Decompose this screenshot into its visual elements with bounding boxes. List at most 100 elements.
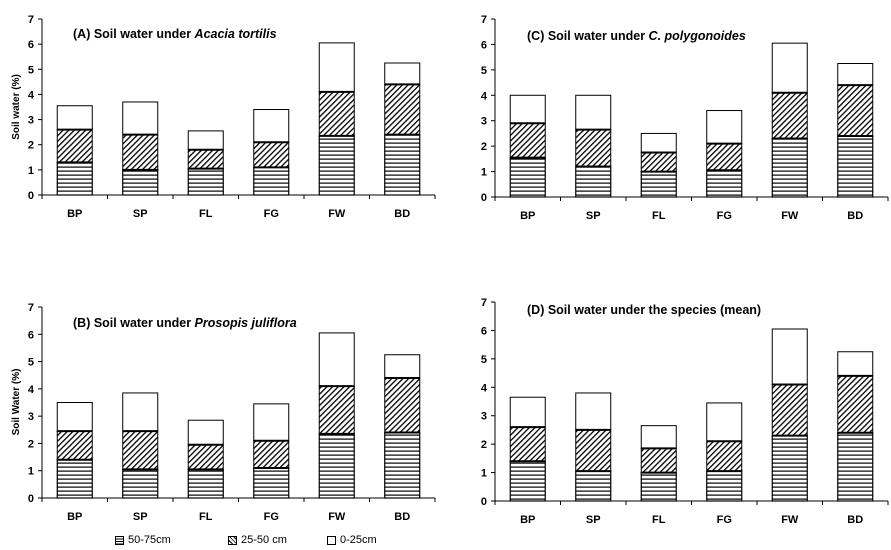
chart-panel: 0 1 2 3 4 5 6 7 Soil Water (%) (B) Soil water und… — [11, 302, 436, 523]
x-tick-label: SP — [586, 210, 601, 222]
y-tick-label: 2 — [28, 140, 34, 152]
y-tick-label: 3 — [28, 411, 34, 423]
y-tick-label: 1 — [481, 468, 487, 480]
y-tick-label: 3 — [28, 115, 34, 127]
bar-segment — [706, 440, 743, 472]
x-tick-label: FW — [781, 210, 799, 222]
x-tick-label: SP — [586, 514, 601, 526]
bar-segment — [771, 92, 808, 140]
bar-segment — [122, 169, 159, 196]
bar-segment — [56, 430, 93, 461]
bar-segment — [187, 168, 224, 196]
bar-segment — [384, 83, 421, 136]
bar-segment — [771, 435, 808, 502]
bar-segment — [318, 42, 355, 93]
bar-segment — [509, 94, 546, 124]
y-axis-label: Soil Water (%) — [11, 369, 22, 436]
y-tick-label: 6 — [481, 325, 487, 337]
x-tick-label: FL — [199, 511, 213, 523]
bar-segment — [771, 137, 808, 198]
legend: 50-75cm 25-50 cm 0-25cm — [0, 532, 891, 550]
bar-segment — [318, 385, 355, 435]
y-tick-label: 3 — [481, 411, 487, 423]
chart-panel: 0 1 2 3 4 5 6 7 (D) Soil water under the species… — [481, 297, 889, 526]
y-tick-label: 0 — [28, 493, 34, 505]
x-tick-label: FL — [652, 514, 666, 526]
bar-segment — [575, 392, 612, 431]
bar-segment — [384, 431, 421, 499]
legend-label: 0-25cm — [340, 534, 377, 546]
y-tick-label: 0 — [28, 190, 34, 202]
panel-title: (D) Soil water under the species (mean) — [527, 303, 761, 317]
x-tick-label: FL — [199, 208, 213, 220]
bar-segment — [122, 468, 159, 499]
y-tick-label: 4 — [481, 90, 488, 102]
y-tick-label: 6 — [28, 39, 34, 51]
y-axis-label: Soil water (%) — [11, 74, 22, 140]
bar-segment — [384, 354, 421, 379]
y-tick-label: 2 — [28, 438, 34, 450]
panel-title: (C) Soil water under C. polygonoides — [527, 29, 746, 43]
y-tick-label: 7 — [28, 14, 34, 26]
bar-segment — [318, 433, 355, 499]
bar-segment — [56, 129, 93, 163]
bar-segment — [318, 332, 355, 387]
bar-segment — [771, 383, 808, 437]
x-tick-label: FW — [328, 208, 346, 220]
bar-segment — [771, 328, 808, 385]
bar-segment — [640, 471, 677, 502]
bar-segment — [187, 149, 224, 170]
bar-segment — [706, 143, 743, 171]
y-tick-label: 6 — [28, 329, 34, 341]
bar-segment — [706, 402, 743, 442]
bar-segment — [706, 110, 743, 145]
y-tick-label: 2 — [481, 141, 487, 153]
legend-swatch-white — [327, 535, 336, 545]
bar-segment — [575, 429, 612, 472]
bar-segment — [575, 129, 612, 167]
y-tick-label: 7 — [481, 14, 487, 26]
x-tick-label: BD — [394, 208, 410, 220]
bar-segment — [509, 396, 546, 428]
x-tick-label: FW — [328, 511, 346, 523]
x-tick-label: BD — [847, 514, 863, 526]
x-tick-label: FG — [717, 514, 732, 526]
x-tick-label: BP — [520, 210, 535, 222]
bar-segment — [122, 392, 159, 432]
bar-segment — [253, 467, 290, 499]
legend-label: 50-75cm — [128, 534, 171, 546]
x-tick-label: FW — [781, 514, 799, 526]
bar-segment — [187, 468, 224, 499]
panel-title: (B) Soil water under Prosopis juliflora — [73, 316, 297, 330]
bar-segment — [384, 377, 421, 434]
bar-segment — [384, 134, 421, 196]
bar-segment — [837, 375, 874, 434]
legend-item-50-75cm: 50-75cm — [115, 532, 171, 548]
y-tick-label: 5 — [28, 357, 34, 369]
bar-segment — [56, 161, 93, 196]
bar-segment — [837, 432, 874, 502]
bar-segment — [575, 94, 612, 131]
bar-segment — [837, 84, 874, 137]
bar-segment — [384, 62, 421, 85]
x-tick-label: BP — [520, 514, 535, 526]
bar-segment — [575, 470, 612, 502]
bar-segment — [509, 426, 546, 462]
y-tick-label: 1 — [28, 165, 34, 177]
bar-segment — [122, 134, 159, 171]
y-tick-label: 4 — [28, 384, 35, 396]
bar-segment — [122, 101, 159, 136]
bar-segment — [837, 63, 874, 86]
legend-item-25-50cm: 25-50 cm — [228, 532, 287, 548]
bar-segment — [771, 42, 808, 94]
bar-segment — [56, 105, 93, 131]
x-tick-label: BD — [847, 210, 863, 222]
x-tick-label: BP — [67, 208, 82, 220]
x-tick-label: FL — [652, 210, 666, 222]
y-tick-label: 2 — [481, 439, 487, 451]
bar-segment — [640, 152, 677, 173]
bar-segment — [187, 130, 224, 151]
y-tick-label: 1 — [481, 167, 487, 179]
y-tick-label: 6 — [481, 39, 487, 51]
bar-segment — [253, 166, 290, 196]
